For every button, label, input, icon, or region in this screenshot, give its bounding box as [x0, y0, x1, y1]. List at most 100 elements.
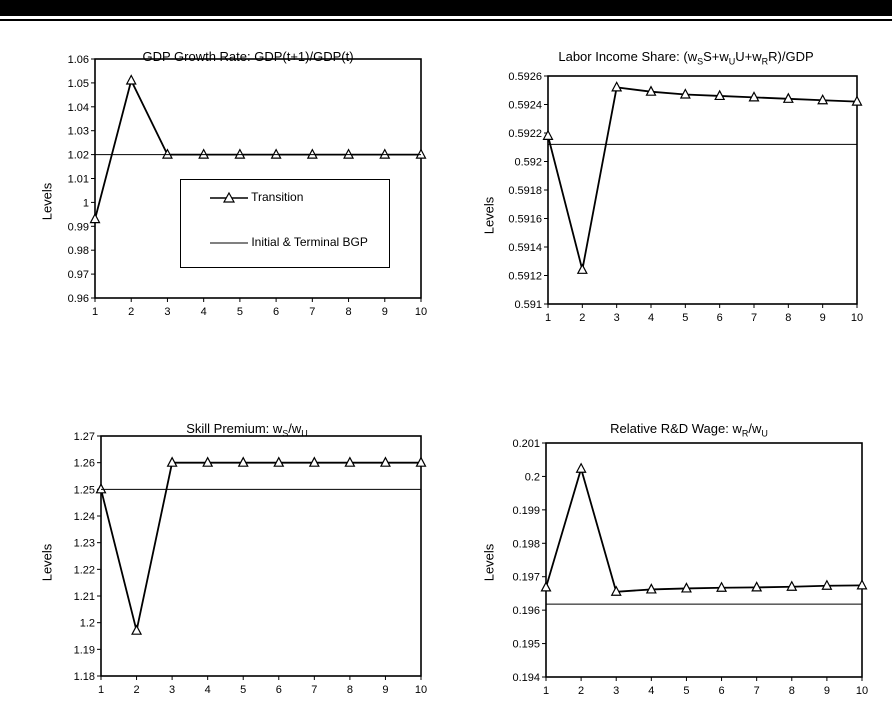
triangle-marker: [125, 74, 137, 85]
x-tick-label: 1: [92, 306, 98, 318]
x-tick-label: 3: [169, 684, 175, 696]
x-tick-label: 7: [754, 685, 760, 697]
x-tick-label: 9: [820, 312, 826, 324]
x-tick-label: 4: [201, 306, 207, 318]
triangle-marker: [645, 85, 657, 96]
y-tick-label: 1.27: [74, 431, 95, 443]
x-tick-label: 4: [205, 684, 211, 696]
triangle-marker: [379, 456, 391, 467]
y-tick-label: 0.196: [512, 605, 540, 617]
triangle-marker: [306, 148, 318, 159]
header-thin-rule: [0, 19, 892, 21]
line-icon: [210, 242, 248, 244]
x-tick-label: 9: [824, 685, 830, 697]
y-tick-label: 0.99: [68, 221, 89, 233]
series-line-transition: [545, 465, 863, 593]
y-tick-label: 1.24: [74, 511, 95, 523]
triangle-marker: [308, 456, 320, 467]
x-tick-label: 5: [682, 312, 688, 324]
triangle-marker: [611, 81, 623, 92]
y-tick-label: 1.06: [68, 54, 89, 66]
plot-area: 0.96 0.97 0.98 0.99 1 1.01 1.02 1.03 1.04 1.05 1.0…: [68, 54, 428, 318]
x-tick-label: 1: [98, 684, 104, 696]
x-tick-label: 5: [683, 685, 689, 697]
triangle-marker: [851, 95, 863, 106]
legend: Transition Initial & Terminal BGP: [180, 179, 390, 268]
y-tick-label: 0.5914: [508, 242, 542, 254]
plot-frame: [100, 435, 422, 677]
x-tick-label: 7: [309, 306, 315, 318]
triangle-marker: [748, 91, 760, 102]
x-tick-label: 10: [415, 306, 427, 318]
triangle-marker: [856, 579, 868, 590]
x-tick-label: 10: [851, 312, 863, 324]
x-tick-label: 6: [718, 685, 724, 697]
triangle-marker: [344, 456, 356, 467]
y-tick-label: 0.194: [512, 672, 540, 684]
chart-title: Labor Income Share: (wSS+wUU+wRR)/GDP: [558, 49, 814, 67]
triangle-marker: [716, 581, 728, 592]
triangle-marker: [751, 581, 763, 592]
y-tick-label: 1.05: [68, 78, 89, 90]
x-tick-label: 9: [382, 684, 388, 696]
x-tick-label: 1: [545, 312, 551, 324]
chart-title: Skill Premium: wS/wU: [186, 421, 308, 439]
x-tick-label: 4: [648, 312, 654, 324]
plot-area: 0.591 0.5912 0.5914 0.5916 0.5918 0.592 0.5922…: [508, 71, 863, 324]
y-tick-label: 0.201: [512, 438, 540, 450]
plot-area: 0.194 0.195 0.196 0.197 0.198 0.199 0.2 0.201 1 2…: [512, 438, 868, 697]
y-tick-label: 0.96: [68, 293, 89, 305]
y-tick-label: 1.2: [80, 618, 95, 630]
x-tick-label: 3: [614, 312, 620, 324]
plot-area: 1.18 1.19 1.2 1.21 1.22 1.23 1.24 1.25 1.26 1.27 1…: [74, 431, 428, 696]
triangle-marker: [680, 582, 692, 593]
x-tick-label: 8: [785, 312, 791, 324]
triangle-line-icon: [210, 191, 248, 203]
x-tick-label: 5: [237, 306, 243, 318]
chart-skill-premium: Skill Premium: wS/wU Levels 1.18 1.19 1.2 1…: [0, 410, 446, 710]
y-tick-label: 0.98: [68, 245, 89, 257]
triangle-marker: [645, 583, 657, 594]
triangle-marker: [679, 88, 691, 99]
x-tick-label: 2: [133, 684, 139, 696]
x-tick-label: 2: [579, 312, 585, 324]
x-tick-label: 9: [382, 306, 388, 318]
chart-gdp-growth-rate: GDP Growth Rate: GDP(t+1)/GDP(t) Levels …: [0, 40, 446, 340]
triangle-marker: [343, 148, 355, 159]
triangle-marker: [576, 263, 588, 274]
triangle-marker: [415, 148, 427, 159]
triangle-marker: [542, 129, 554, 140]
series-line-transition: [547, 86, 858, 271]
x-tick-label: 1: [543, 685, 549, 697]
chart-title: Relative R&D Wage: wR/wU: [610, 421, 768, 439]
triangle-marker: [610, 585, 622, 596]
triangle-marker: [202, 456, 214, 467]
y-tick-label: 0.592: [514, 157, 542, 169]
x-tick-label: 3: [613, 685, 619, 697]
header-thick-rule: [0, 0, 892, 16]
y-tick-label: 0.198: [512, 538, 540, 550]
series-line-transition: [100, 461, 421, 631]
y-tick-label: 1.19: [74, 644, 95, 656]
y-tick-label: 1.02: [68, 150, 89, 162]
y-tick-label: 1.21: [74, 591, 95, 603]
x-tick-label: 10: [415, 684, 427, 696]
x-tick-label: 5: [240, 684, 246, 696]
chart-title: GDP Growth Rate: GDP(t+1)/GDP(t): [142, 49, 354, 64]
triangle-marker: [575, 462, 587, 473]
y-tick-label: 1.23: [74, 538, 95, 550]
y-tick-label: 0.5924: [508, 100, 542, 112]
triangle-marker: [415, 456, 427, 467]
y-tick-label: 0.5916: [508, 214, 542, 226]
triangle-marker: [782, 92, 794, 103]
y-tick-label: 1.18: [74, 671, 95, 683]
triangle-marker: [161, 148, 173, 159]
triangle-marker: [379, 148, 391, 159]
triangle-marker: [166, 456, 178, 467]
triangle-marker: [273, 456, 285, 467]
y-tick-label: 1.22: [74, 564, 95, 576]
x-tick-label: 8: [789, 685, 795, 697]
y-tick-label: 1.26: [74, 458, 95, 470]
y-tick-label: 0.5926: [508, 71, 542, 83]
plot-frame: [547, 75, 858, 305]
